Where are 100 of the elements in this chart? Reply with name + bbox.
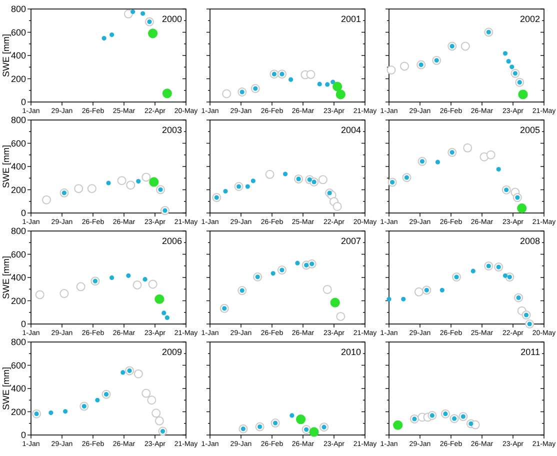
point — [393, 420, 403, 430]
y-tick-label: 800 — [10, 115, 26, 126]
point — [502, 51, 508, 56]
point — [149, 177, 159, 187]
text: 2006 — [162, 236, 182, 246]
point — [110, 32, 114, 38]
point — [265, 170, 274, 179]
point — [126, 273, 131, 278]
point — [154, 294, 164, 304]
point — [42, 195, 51, 204]
point — [470, 268, 476, 274]
point — [142, 277, 148, 282]
text: 2002 — [520, 14, 540, 24]
point — [336, 90, 346, 100]
point — [295, 260, 300, 266]
point — [162, 310, 166, 316]
y-tick-label: 800 — [10, 4, 26, 14]
text: 2007 — [340, 236, 361, 246]
point — [414, 287, 424, 296]
point — [510, 64, 514, 70]
point — [245, 184, 250, 189]
point — [506, 59, 511, 64]
point — [435, 160, 440, 164]
point — [142, 388, 151, 398]
point — [336, 312, 346, 321]
point — [288, 77, 294, 82]
point — [117, 176, 126, 186]
text: 2003 — [162, 125, 182, 135]
y-tick-label: 400 — [10, 272, 26, 283]
text: 2008 — [520, 236, 540, 246]
point — [126, 180, 136, 190]
point — [102, 36, 106, 41]
point — [132, 280, 142, 290]
point — [518, 90, 528, 100]
point — [502, 273, 508, 278]
point — [164, 315, 170, 320]
point — [87, 184, 96, 194]
y-tick-label: 600 — [10, 249, 26, 260]
point — [401, 296, 406, 302]
point — [322, 284, 332, 294]
point — [152, 408, 161, 418]
point — [136, 178, 141, 184]
point — [282, 172, 288, 176]
point — [223, 188, 228, 194]
y-tick-label: 200 — [10, 406, 26, 417]
text: 2009 — [162, 347, 182, 357]
point — [250, 178, 256, 184]
y-tick-label: 200 — [10, 74, 26, 84]
point — [106, 180, 111, 186]
point — [270, 271, 276, 276]
point — [318, 175, 328, 184]
point — [306, 70, 316, 79]
y-tick-label: 800 — [10, 337, 26, 348]
point — [140, 11, 146, 16]
y-tick-label: 0 — [20, 208, 26, 218]
y-tick-label: 800 — [10, 226, 26, 236]
point — [154, 416, 164, 426]
point — [463, 143, 472, 152]
y-tick-label: 200 — [10, 184, 26, 195]
y-tick-label: 400 — [10, 50, 26, 61]
point — [130, 9, 136, 14]
point — [76, 282, 86, 292]
text: 2004 — [340, 125, 361, 135]
point — [120, 370, 126, 375]
text: 2011 — [520, 347, 540, 357]
point — [317, 82, 322, 86]
point — [162, 88, 172, 98]
y-tick-label: 400 — [10, 384, 26, 394]
text: 2000 — [162, 14, 182, 24]
y-axis-title: SWE [mm] — [1, 256, 11, 299]
y-tick-label: 600 — [10, 138, 26, 148]
point — [222, 89, 232, 98]
y-axis-title: SWE [mm] — [1, 145, 11, 188]
point — [517, 203, 527, 214]
point — [309, 427, 319, 437]
point — [48, 410, 54, 416]
point — [440, 288, 444, 292]
point — [110, 275, 114, 280]
text: 2001 — [340, 14, 361, 24]
y-tick-label: 0 — [20, 97, 26, 108]
point — [332, 82, 342, 92]
point — [142, 172, 151, 182]
point — [460, 42, 470, 51]
point — [147, 396, 156, 405]
point — [148, 28, 158, 38]
point — [486, 150, 496, 160]
point — [400, 62, 409, 71]
point — [325, 82, 330, 87]
point — [332, 202, 342, 211]
y-tick-label: 0 — [20, 319, 26, 330]
point — [290, 413, 294, 418]
y-axis-title: SWE [mm] — [1, 367, 11, 410]
point — [35, 290, 44, 300]
point — [63, 409, 68, 414]
point — [330, 298, 340, 308]
point — [124, 9, 133, 18]
y-tick-label: 0 — [20, 430, 26, 440]
y-axis-title: SWE [mm] — [1, 34, 11, 77]
y-tick-label: 400 — [10, 162, 26, 172]
text: 2005 — [520, 125, 540, 135]
